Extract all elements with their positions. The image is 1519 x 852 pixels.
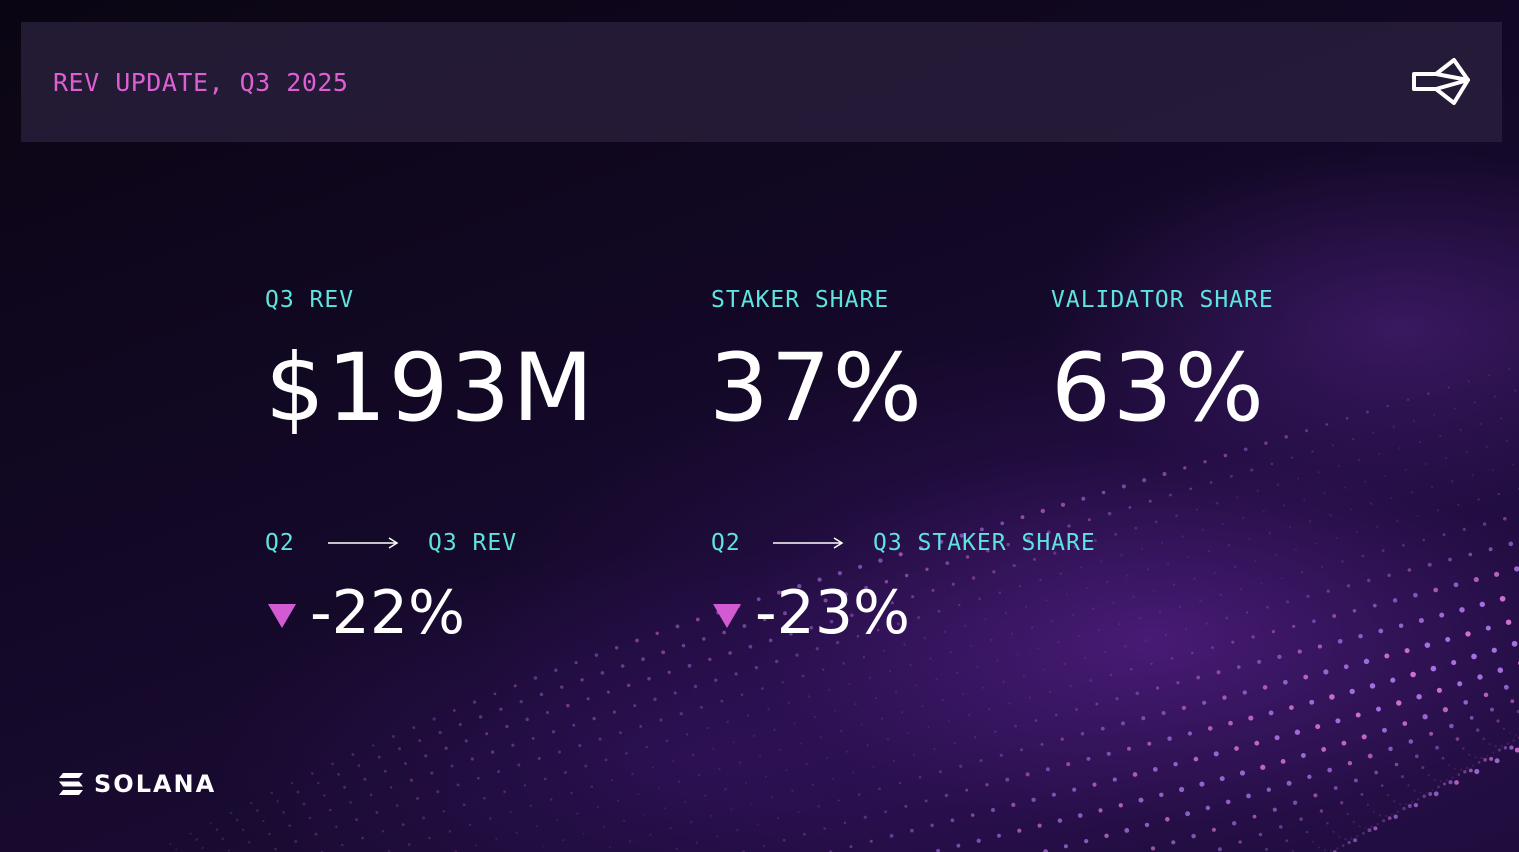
staker-change-value: -23% <box>755 578 911 648</box>
staker-change-from-label: Q2 <box>711 530 741 556</box>
q3-rev-label: Q3 REV <box>265 287 355 313</box>
validator-share-value: 63% <box>1051 334 1266 443</box>
q3-rev-value: $193M <box>265 334 596 443</box>
staker-share-value: 37% <box>709 334 924 443</box>
page-title: REV UPDATE, Q3 2025 <box>53 68 349 97</box>
rev-change-to-label: Q3 REV <box>428 530 518 556</box>
solana-logo-icon <box>59 773 83 795</box>
share-icon[interactable] <box>1410 56 1472 108</box>
rev-change-value: -22% <box>310 578 466 648</box>
triangle-down-icon <box>713 604 741 628</box>
brand-name: SOLANA <box>94 770 217 798</box>
rev-change-from-label: Q2 <box>265 530 295 556</box>
validator-share-label: VALIDATOR SHARE <box>1051 287 1274 313</box>
arrow-right-icon <box>328 537 399 549</box>
header-bar <box>21 22 1502 142</box>
staker-change-to-label: Q3 STAKER SHARE <box>873 530 1096 556</box>
staker-share-label: STAKER SHARE <box>711 287 890 313</box>
triangle-down-icon <box>268 604 296 628</box>
arrow-right-icon <box>773 537 844 549</box>
solana-logo: SOLANA <box>58 770 216 798</box>
